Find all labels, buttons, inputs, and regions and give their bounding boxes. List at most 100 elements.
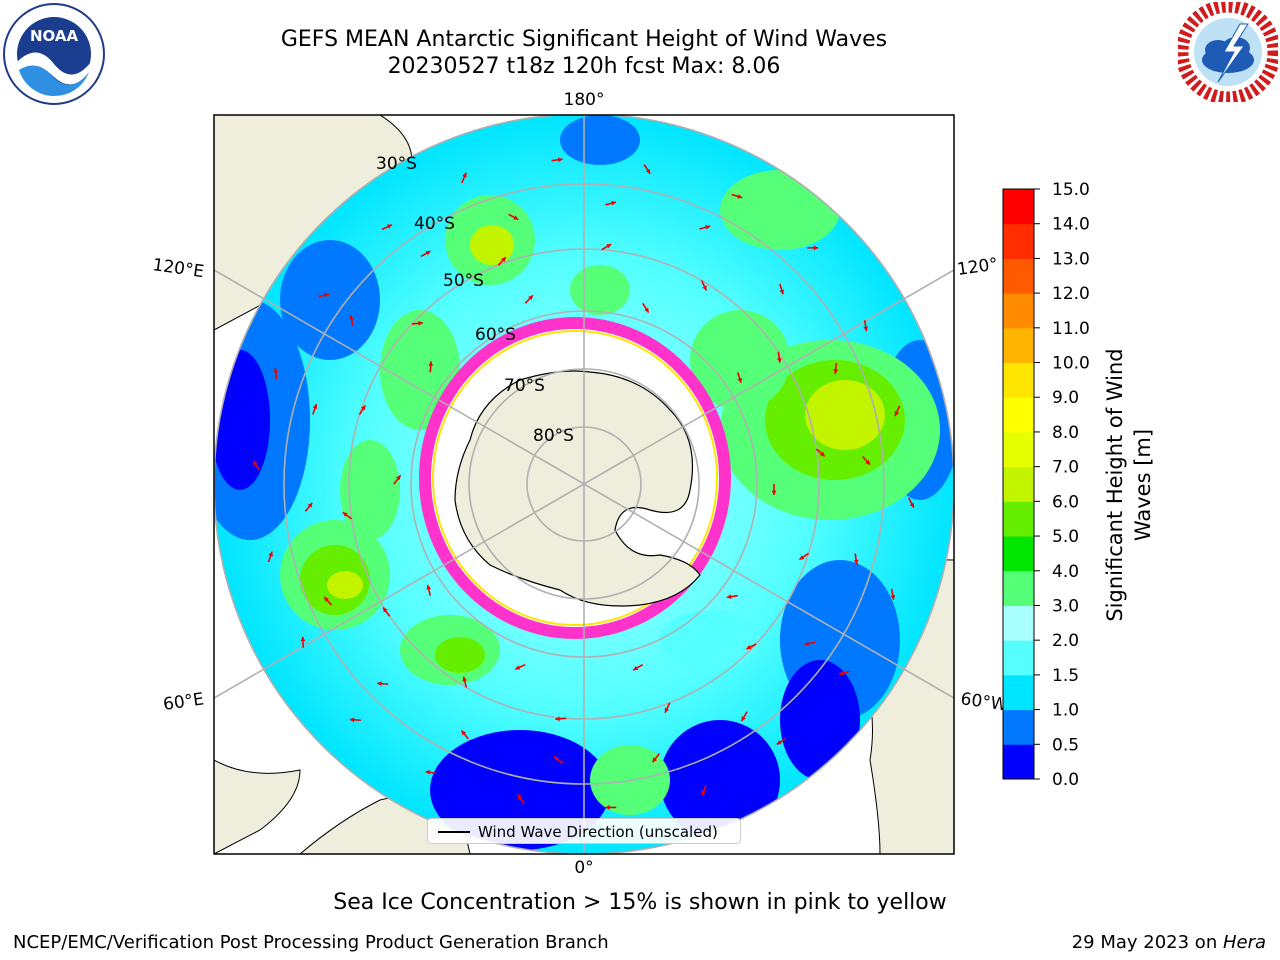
lon-label-180: 180° <box>564 90 605 110</box>
wave-direction-arrowhead <box>517 794 523 800</box>
colorbar-tick-label: 9.0 <box>1052 388 1079 408</box>
wave-direction-arrowhead <box>268 551 273 557</box>
wave-direction-arrowhead <box>553 756 559 762</box>
colorbar-tick-label: 13.0 <box>1052 249 1090 269</box>
wave-direction-arrowhead <box>779 289 785 295</box>
wave-direction-arrowhead <box>515 665 521 670</box>
lon-label-0: 0° <box>574 858 593 878</box>
wave-direction-arrowhead <box>702 285 707 291</box>
noaa-logo-icon: NOAA <box>3 3 105 105</box>
colorbar-swatch <box>1003 258 1034 294</box>
wind-wave-arrows <box>252 157 915 810</box>
colorbar-tick-label: 8.0 <box>1052 423 1079 443</box>
footer-date: 29 May 2023 on Hera <box>1072 932 1266 953</box>
wave-direction-arrowhead <box>383 607 388 613</box>
wave-direction-arrowhead <box>633 665 639 671</box>
wave-direction-arrowhead <box>386 224 392 229</box>
wave-direction-arrowhead <box>462 676 468 682</box>
wave-direction-arrowhead <box>396 475 401 481</box>
wave-direction-arrowhead <box>312 404 318 410</box>
colorbar-tick-label: 5.0 <box>1052 527 1079 547</box>
footer-host: Hera <box>1222 932 1266 953</box>
wave-direction-arrowhead <box>746 644 752 650</box>
wave-direction-arrowhead <box>349 717 355 723</box>
wave-direction-arrowhead <box>528 295 533 301</box>
colorbar-tick-label: 14.0 <box>1052 215 1090 235</box>
wave-direction-arrowhead <box>644 307 649 313</box>
colorbar-tick-label: 11.0 <box>1052 319 1090 339</box>
wave-direction-arrowhead <box>776 740 782 745</box>
sea-ice-note: Sea Ice Concentration > 15% is shown in … <box>333 890 947 915</box>
wave-direction-arrowhead <box>863 326 869 332</box>
lat-label-40s: 40°S <box>414 214 455 234</box>
lon-label-60e: 60°E <box>162 689 205 714</box>
wave-direction-arrowhead <box>300 636 306 642</box>
wave-direction-arrowhead <box>804 641 810 647</box>
legend-line-icon <box>438 831 470 833</box>
colorbar-swatch <box>1003 189 1034 225</box>
colorbar-swatch <box>1003 744 1034 780</box>
lon-label-60w: 60°W <box>959 689 1008 715</box>
wave-direction-arrowhead <box>799 555 805 560</box>
wave-direction-arrowhead <box>737 377 743 383</box>
footer-credit: NCEP/EMC/Verification Post Processing Pr… <box>13 932 609 953</box>
wave-direction-arrowhead <box>652 757 658 763</box>
colorbar-tick-label: 3.0 <box>1052 596 1079 616</box>
colorbar-tick-label: 2.0 <box>1052 631 1079 651</box>
colorbar-swatch <box>1003 501 1034 537</box>
wave-direction-arrowhead <box>426 584 432 590</box>
colorbar-swatch <box>1003 466 1034 502</box>
legend-entry: Wind Wave Direction (unscaled) <box>478 823 718 841</box>
colorbar-swatch <box>1003 709 1034 745</box>
wave-direction-arrowhead <box>705 224 711 230</box>
wave-direction-arrowhead <box>737 194 743 199</box>
nws-logo-icon <box>1178 2 1278 102</box>
wave-direction-arrowhead <box>513 215 519 220</box>
lat-label-60s: 60°S <box>475 325 516 345</box>
wave-direction-arrowhead <box>349 315 354 320</box>
lon-label-120e: 120°E <box>151 255 205 282</box>
colorbar-label-line2: Waves [m] <box>1131 429 1155 541</box>
wave-direction-arrowhead <box>776 357 782 363</box>
colorbar-swatch <box>1003 605 1034 641</box>
colorbar-tick-label: 6.0 <box>1052 492 1079 512</box>
wave-direction-arrowhead <box>645 168 651 174</box>
longitude-grid <box>214 115 954 854</box>
wave-direction-arrowhead <box>557 157 563 163</box>
colorbar-swatch <box>1003 674 1034 711</box>
wave-direction-arrowhead <box>819 451 825 457</box>
colorbar-swatch <box>1003 570 1034 606</box>
colorbar-tick-label: 1.0 <box>1052 701 1079 721</box>
wave-direction-arrowhead <box>813 245 819 251</box>
colorbar-label-line1: Significant Height of Wind <box>1103 348 1127 621</box>
wave-direction-arrowhead <box>664 707 670 713</box>
chart-subtitle: 20230527 t18z 120h fcst Max: 8.06 <box>387 54 781 79</box>
wave-direction-arrowhead <box>461 730 467 736</box>
colorbar-swatch <box>1003 640 1034 676</box>
wave-direction-arrowhead <box>324 292 330 298</box>
wave-direction-arrowhead <box>611 200 617 206</box>
wave-direction-arrowhead <box>701 790 706 796</box>
colorbar-tick-label: 7.0 <box>1052 458 1079 478</box>
chart-title: GEFS MEAN Antarctic Significant Height o… <box>280 27 888 52</box>
wave-direction-arrowhead <box>606 244 612 249</box>
wave-direction-arrowhead <box>909 502 914 508</box>
colorbar-tick-label: 15.0 <box>1052 180 1090 200</box>
wave-direction-arrowhead <box>501 257 506 262</box>
wave-direction-arrowhead <box>253 460 258 466</box>
wave-direction-arrowhead <box>771 490 777 495</box>
wave-direction-arrowhead <box>853 559 859 565</box>
wave-direction-arrowhead <box>425 769 431 775</box>
wave-direction-arrowhead <box>360 405 366 411</box>
colorbar-swatch <box>1003 362 1034 398</box>
wave-direction-arrowhead <box>894 411 900 417</box>
colorbar-tick-label: 12.0 <box>1052 284 1090 304</box>
colorbar: 0.0 0.5 1.0 1.5 2.0 3.0 4.0 5.0 6.0 7.0 8.0 9.0 10.0… <box>1002 180 1090 790</box>
lon-label-120w: 120° <box>956 254 999 280</box>
colorbar-tick-label: 0.5 <box>1052 735 1079 755</box>
colorbar-swatch <box>1003 293 1034 329</box>
colorbar-tick-label: 4.0 <box>1052 562 1079 582</box>
wave-direction-arrowhead <box>418 320 423 326</box>
colorbar-swatch <box>1003 536 1034 572</box>
